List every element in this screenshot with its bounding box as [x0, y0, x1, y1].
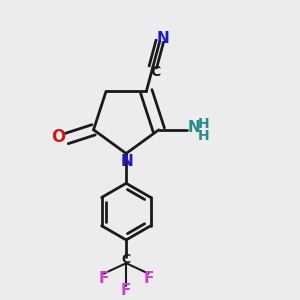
Text: H: H — [198, 129, 209, 143]
Text: H: H — [198, 117, 209, 131]
Text: O: O — [51, 128, 65, 146]
Text: N: N — [157, 31, 170, 46]
Text: F: F — [143, 272, 154, 286]
Text: N: N — [187, 120, 200, 135]
Text: C: C — [122, 253, 131, 266]
Text: F: F — [121, 284, 131, 298]
Text: N: N — [120, 154, 133, 169]
Text: C: C — [151, 65, 161, 80]
Text: F: F — [99, 272, 109, 286]
